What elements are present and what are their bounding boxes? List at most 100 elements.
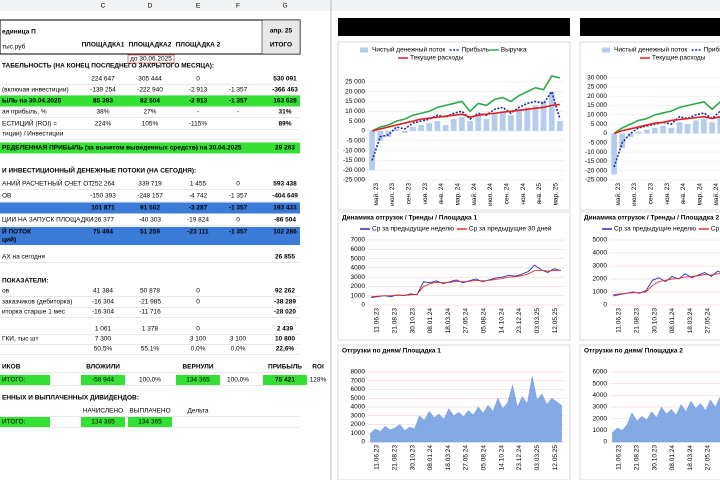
y-tick-label: 3000 xyxy=(593,263,608,270)
row-label: ИТОГО: xyxy=(2,377,26,384)
bar xyxy=(393,128,400,131)
cell-value: 0 xyxy=(196,288,200,295)
column-letter: E xyxy=(196,3,201,10)
line xyxy=(371,269,561,298)
cell-value: 101 871 xyxy=(91,205,115,212)
bar xyxy=(516,109,522,131)
legend-label: Ср за предыдущие неделю xyxy=(372,226,454,233)
x-tick-label: мар. 25 xyxy=(553,183,560,206)
cell-value: -115% xyxy=(189,121,208,128)
bar xyxy=(459,117,465,131)
chart-title: Динамика отгрузок / Тренды / Площадка 2 xyxy=(584,215,719,222)
cell-value: 134 365 xyxy=(91,419,115,426)
y-tick-label: 20 000 xyxy=(345,88,365,95)
cell-value: 100,0% xyxy=(139,377,161,384)
cell-value: 1 455 xyxy=(190,181,207,188)
cell-value: ВЕРНУЛИ xyxy=(182,364,213,371)
row-fill xyxy=(0,227,300,245)
line xyxy=(613,115,720,135)
cell-value: -222 940 xyxy=(137,87,163,94)
x-tick-label: янв. 24 xyxy=(438,183,445,205)
chart-title: Отгрузки по дням/ Площадка 2 xyxy=(584,348,683,355)
x-tick-label: 11.06.23 xyxy=(374,308,381,333)
row-label: АХ на сегодня xyxy=(2,254,45,261)
section-title: ЕННЫХ И ВЫПЛАЧЕННЫХ ДИВИДЕНДОВ: xyxy=(2,395,139,402)
row-label: Й ПОТОК xyxy=(2,227,31,236)
row-label: заказчиков (дебиторка) xyxy=(2,298,72,306)
x-tick-label: 18.03.24 xyxy=(445,445,452,471)
x-tick-label: 27.05.24 xyxy=(705,308,712,334)
cell-value: 134 365 xyxy=(186,377,210,384)
legend-label: Прибыль xyxy=(462,46,490,54)
cell-value: -38 289 xyxy=(274,299,296,306)
panel-header xyxy=(580,18,720,36)
header-box xyxy=(0,19,301,55)
y-tick-label: -25 000 xyxy=(343,177,365,184)
y-tick-label: 0 xyxy=(603,302,607,309)
row-label: АНИЙ РАСЧЕТНЫЙ СЧЕТ ОТ xyxy=(2,179,92,188)
bar xyxy=(401,130,408,133)
cell-value: 530 091 xyxy=(273,76,297,83)
x-tick-label: сен. 23 xyxy=(406,183,413,205)
x-tick-label: 08.01.24 xyxy=(669,445,676,471)
bar xyxy=(499,111,506,131)
line xyxy=(371,103,561,132)
x-tick-label: июл. 23 xyxy=(631,183,638,206)
legend-swatch xyxy=(602,47,610,53)
legend-label: Прибыль xyxy=(704,46,720,54)
bar xyxy=(540,101,547,131)
row-label: ЫЛЬ на 30.04.2025 xyxy=(2,98,62,105)
cell-value: 0 xyxy=(236,181,240,188)
legend-label: Ср за предыдущие неделю xyxy=(614,226,696,233)
row-label: ОВ xyxy=(2,193,11,200)
panel-header xyxy=(338,18,570,36)
legend-label: Текущие расходы xyxy=(652,55,706,62)
sheet-title: единица П xyxy=(2,29,36,36)
period-label: апр. 25 xyxy=(270,28,293,35)
cell-value: -1 357 xyxy=(229,229,248,236)
y-tick-label: 0 xyxy=(603,439,607,446)
y-tick-label: 15 000 xyxy=(587,102,607,109)
y-tick-label: -20 000 xyxy=(585,167,607,174)
legend-label: Ср за предыдущие 30 дней xyxy=(711,225,720,233)
cell-value: -3 287 xyxy=(189,205,208,212)
column-header: ИТОГО xyxy=(270,42,292,49)
bar xyxy=(377,130,384,141)
cell-value: 10 800 xyxy=(275,336,295,343)
cell-value: 1 378 xyxy=(142,326,159,333)
y-tick-label: 0 xyxy=(361,128,365,135)
y-tick-label: 25 000 xyxy=(345,79,365,86)
line xyxy=(371,75,561,132)
x-tick-label: 30.10.23 xyxy=(651,308,658,334)
cell-value: -1 357 xyxy=(229,87,248,94)
y-tick-label: 1000 xyxy=(593,289,608,296)
cell-value: -58 944 xyxy=(92,377,114,384)
x-tick-label: 12.05.25 xyxy=(552,445,559,471)
legend-label: Выручка xyxy=(501,47,527,54)
bar xyxy=(701,118,707,134)
cell-value: 2 439 xyxy=(277,326,294,333)
legend-label: Чистый денежный поток xyxy=(372,46,445,54)
cell-fill xyxy=(176,375,220,385)
x-tick-label: сен. 24 xyxy=(504,183,511,205)
cell-value: -2 913 xyxy=(189,87,208,94)
cell-value: ВЛОЖИЛИ xyxy=(86,364,120,371)
row-label: ций) xyxy=(2,236,16,244)
column-letter: G xyxy=(282,3,287,10)
cell-value: 82 504 xyxy=(140,98,160,105)
bar xyxy=(668,127,675,134)
cell-value: ROI xyxy=(312,364,324,371)
x-tick-label: 30.10.23 xyxy=(409,445,416,471)
period-cell xyxy=(261,19,301,55)
x-tick-label: май. 24 xyxy=(712,183,720,206)
cell-value: 193 433 xyxy=(273,205,297,212)
cell-value: 50 878 xyxy=(140,288,160,295)
row-label: ГКИ, тыс шт xyxy=(2,336,39,343)
cell-value: 26 855 xyxy=(275,254,295,261)
cell-value: -2 913 xyxy=(189,98,208,105)
x-tick-label: 18.03.24 xyxy=(445,308,452,334)
y-tick-label: 10 000 xyxy=(345,108,365,115)
row-fill xyxy=(0,202,300,214)
cell-value: -16 304 xyxy=(92,299,114,306)
x-tick-label: 21.08.23 xyxy=(633,445,640,471)
